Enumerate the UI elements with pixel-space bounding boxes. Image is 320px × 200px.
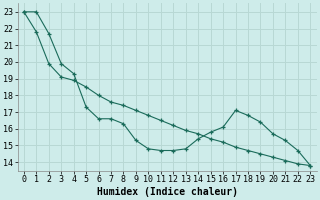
X-axis label: Humidex (Indice chaleur): Humidex (Indice chaleur) bbox=[97, 186, 237, 197]
